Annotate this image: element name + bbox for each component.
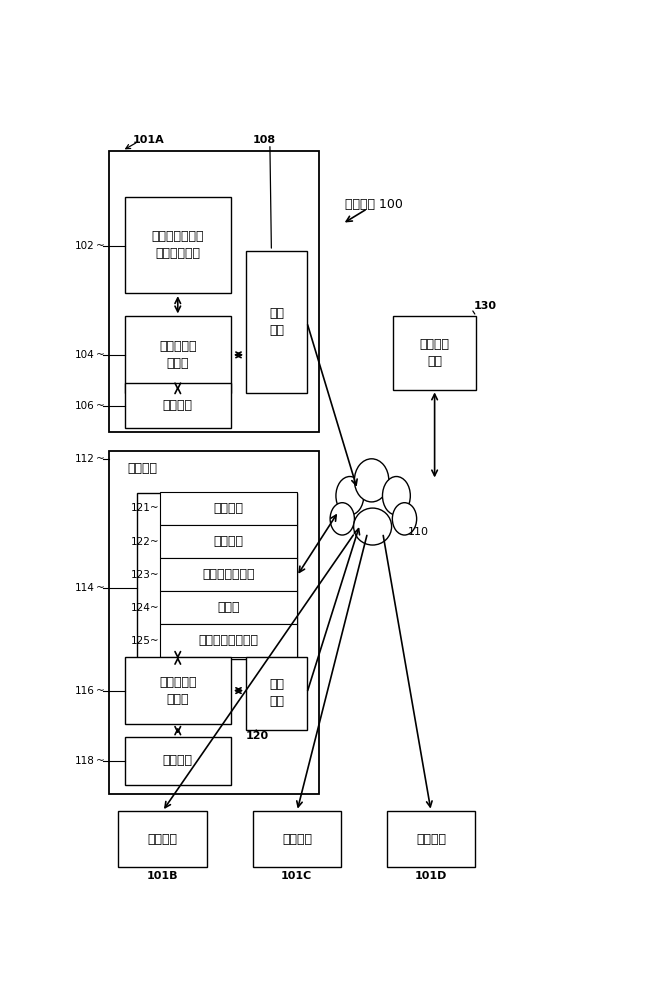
Text: 101C: 101C	[281, 871, 312, 881]
Text: 事件处置和仲裁: 事件处置和仲裁	[202, 568, 255, 581]
Text: 116: 116	[74, 686, 94, 696]
FancyBboxPatch shape	[393, 316, 477, 389]
Text: 一个或多个
处理器: 一个或多个 处理器	[159, 676, 197, 706]
FancyBboxPatch shape	[110, 451, 319, 794]
FancyBboxPatch shape	[246, 657, 307, 730]
FancyBboxPatch shape	[160, 492, 296, 525]
Text: ~: ~	[96, 756, 104, 766]
FancyBboxPatch shape	[125, 316, 231, 393]
Text: 用户应用程序处置: 用户应用程序处置	[199, 634, 259, 647]
Text: 地质系统 100: 地质系统 100	[345, 198, 403, 211]
FancyBboxPatch shape	[118, 811, 206, 867]
Text: 106: 106	[74, 401, 94, 411]
Text: 123~: 123~	[131, 570, 159, 580]
Text: 125~: 125~	[131, 636, 159, 646]
Ellipse shape	[354, 508, 392, 545]
Text: 网络
接口: 网络 接口	[269, 678, 284, 708]
Text: 101B: 101B	[147, 871, 178, 881]
Text: 120: 120	[246, 731, 269, 741]
Text: 协作模块: 协作模块	[127, 462, 157, 475]
Text: 地质系统: 地质系统	[416, 833, 446, 846]
FancyBboxPatch shape	[246, 251, 307, 393]
Text: 122~: 122~	[131, 537, 159, 547]
Text: ~: ~	[96, 686, 104, 696]
Text: 音频处置: 音频处置	[214, 502, 244, 515]
FancyBboxPatch shape	[160, 624, 296, 657]
FancyBboxPatch shape	[160, 525, 296, 558]
Text: 114: 114	[74, 583, 94, 593]
Text: ~: ~	[96, 454, 104, 464]
FancyBboxPatch shape	[387, 811, 475, 867]
FancyBboxPatch shape	[137, 493, 296, 659]
FancyBboxPatch shape	[125, 737, 231, 785]
Ellipse shape	[383, 477, 410, 515]
Text: 121~: 121~	[131, 503, 159, 513]
Text: 108: 108	[252, 135, 276, 145]
Ellipse shape	[330, 503, 355, 535]
Text: 104: 104	[74, 350, 94, 360]
Text: 一个或多个地球
科学分析模块: 一个或多个地球 科学分析模块	[151, 230, 204, 260]
FancyBboxPatch shape	[125, 197, 231, 293]
Text: 安全性: 安全性	[217, 601, 240, 614]
Text: ~: ~	[96, 583, 104, 593]
Text: ~: ~	[96, 241, 104, 251]
Text: 110: 110	[408, 527, 429, 537]
Text: 存储介质: 存储介质	[163, 754, 193, 767]
Text: 112: 112	[74, 454, 94, 464]
FancyBboxPatch shape	[160, 591, 296, 624]
Text: 101A: 101A	[133, 135, 164, 145]
Text: 一个或多个
处理器: 一个或多个 处理器	[159, 340, 197, 370]
Text: 地质系统: 地质系统	[282, 833, 312, 846]
Text: 118: 118	[74, 756, 94, 766]
Text: 存储介质: 存储介质	[163, 399, 193, 412]
Text: 130: 130	[474, 301, 497, 311]
Ellipse shape	[336, 477, 364, 515]
Ellipse shape	[355, 459, 389, 502]
FancyBboxPatch shape	[160, 558, 296, 591]
Text: 网络
接口: 网络 接口	[269, 307, 284, 337]
FancyBboxPatch shape	[125, 383, 231, 428]
FancyBboxPatch shape	[110, 151, 319, 432]
Text: 地质系统: 地质系统	[148, 833, 178, 846]
Text: ~: ~	[96, 350, 104, 360]
Text: ~: ~	[96, 401, 104, 411]
Text: 101D: 101D	[415, 871, 447, 881]
Text: 124~: 124~	[131, 603, 159, 613]
FancyBboxPatch shape	[125, 657, 231, 724]
Text: 102: 102	[74, 241, 94, 251]
Ellipse shape	[392, 503, 417, 535]
FancyBboxPatch shape	[253, 811, 342, 867]
Text: 视频处置: 视频处置	[214, 535, 244, 548]
Text: 数据采集
系统: 数据采集 系统	[420, 338, 450, 368]
